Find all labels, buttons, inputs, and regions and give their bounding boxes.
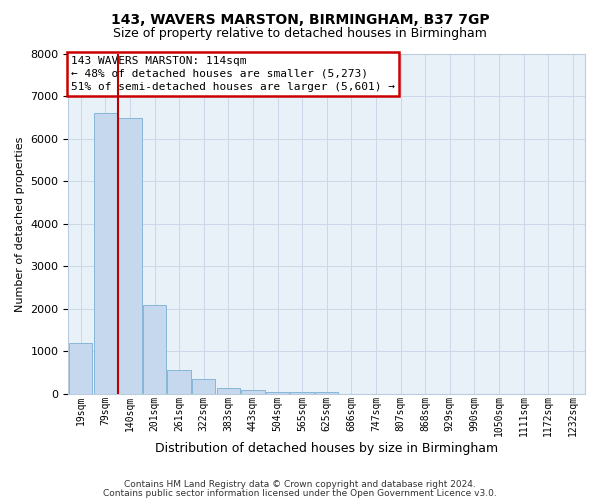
Text: 143 WAVERS MARSTON: 114sqm
← 48% of detached houses are smaller (5,273)
51% of s: 143 WAVERS MARSTON: 114sqm ← 48% of deta… [71,56,395,92]
Text: Contains public sector information licensed under the Open Government Licence v3: Contains public sector information licen… [103,489,497,498]
Bar [167,370,191,394]
Text: 143, WAVERS MARSTON, BIRMINGHAM, B37 7GP: 143, WAVERS MARSTON, BIRMINGHAM, B37 7GP [110,12,490,26]
Text: Size of property relative to detached houses in Birmingham: Size of property relative to detached ho… [113,28,487,40]
Bar [266,392,289,394]
Bar [217,388,240,394]
Bar [290,392,314,394]
Bar [192,379,215,394]
Bar [241,390,265,394]
Bar [69,343,92,394]
X-axis label: Distribution of detached houses by size in Birmingham: Distribution of detached houses by size … [155,442,498,455]
Bar [315,392,338,394]
Y-axis label: Number of detached properties: Number of detached properties [15,136,25,312]
Bar [94,114,117,394]
Bar [118,118,142,394]
Text: Contains HM Land Registry data © Crown copyright and database right 2024.: Contains HM Land Registry data © Crown c… [124,480,476,489]
Bar [143,304,166,394]
